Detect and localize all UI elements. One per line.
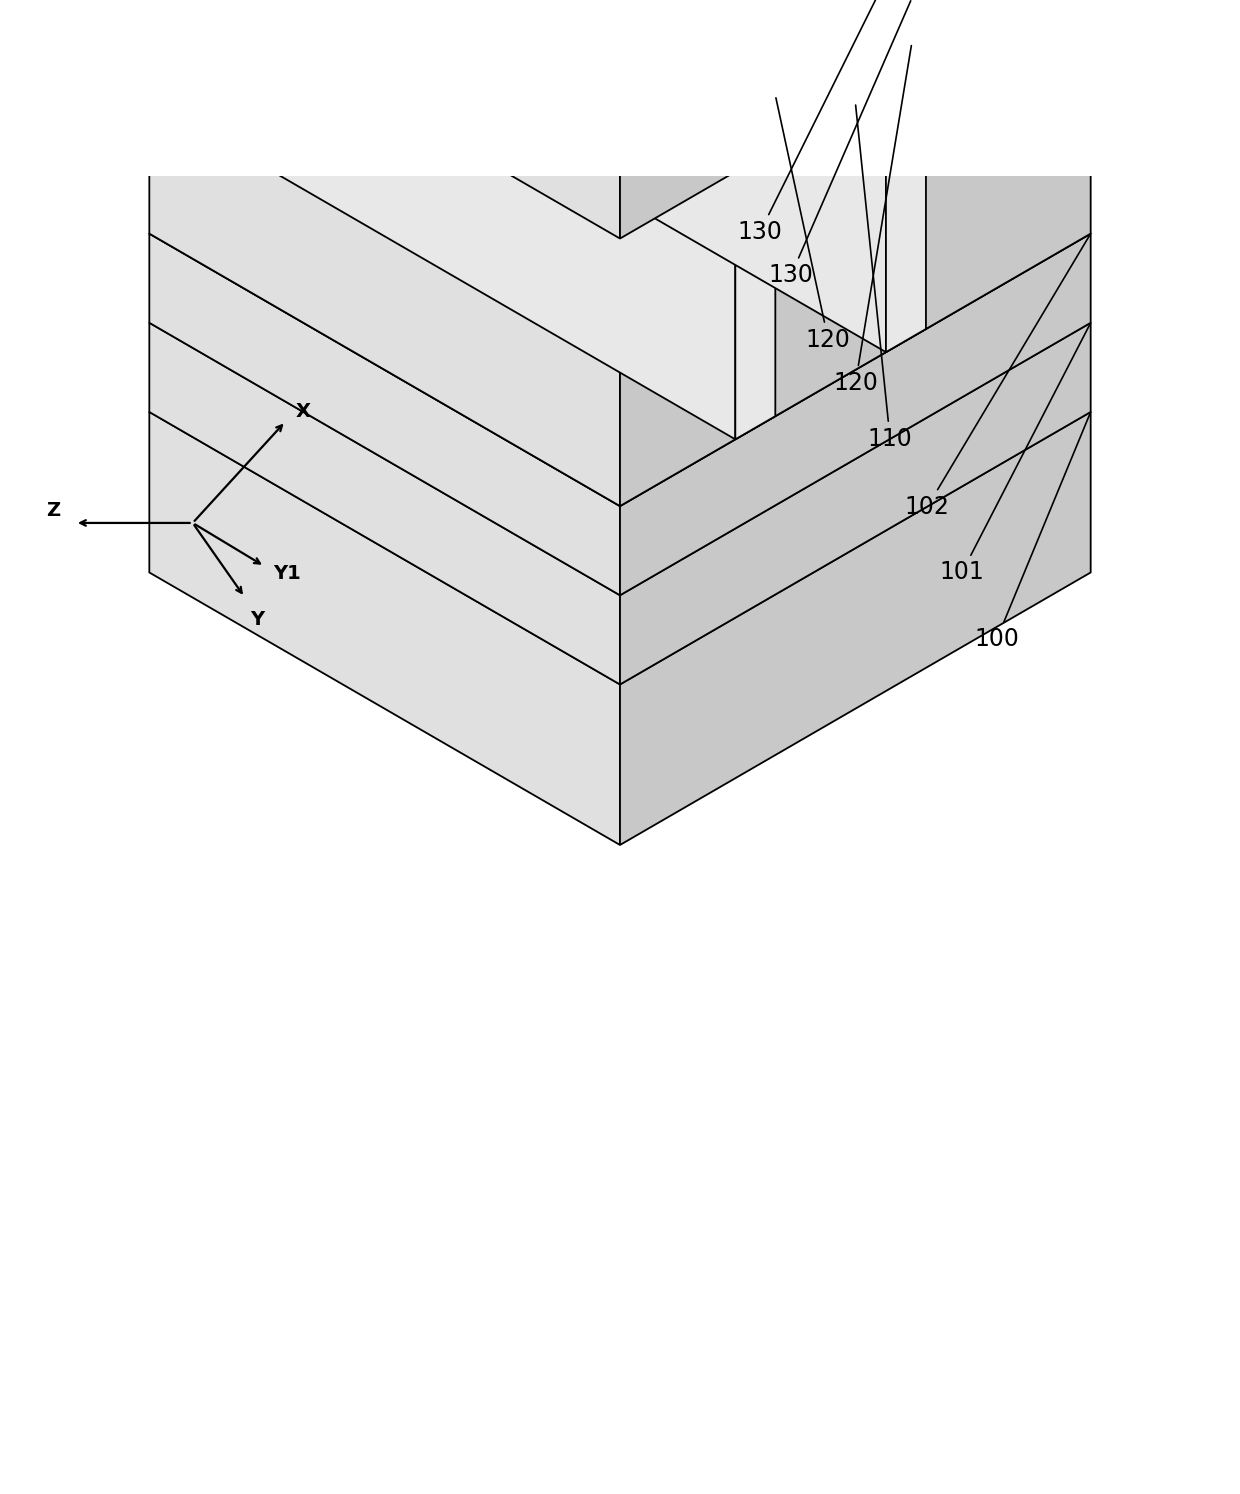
Polygon shape: [463, 0, 950, 157]
Polygon shape: [149, 0, 1091, 506]
Polygon shape: [430, 0, 916, 137]
Text: Z: Z: [46, 500, 60, 520]
Polygon shape: [182, 0, 653, 252]
Polygon shape: [265, 0, 751, 42]
Polygon shape: [397, 0, 884, 118]
Polygon shape: [149, 0, 1091, 506]
Polygon shape: [200, 0, 686, 4]
Polygon shape: [379, 0, 851, 368]
Polygon shape: [735, 114, 775, 439]
Polygon shape: [610, 0, 1081, 500]
Polygon shape: [620, 412, 1091, 846]
Polygon shape: [149, 0, 1091, 167]
Polygon shape: [314, 0, 785, 329]
Text: 120: 120: [776, 97, 851, 351]
Text: 120: 120: [833, 46, 911, 394]
Polygon shape: [562, 0, 1048, 214]
Polygon shape: [248, 0, 719, 291]
Text: 102: 102: [905, 236, 1089, 518]
Text: 130: 130: [738, 0, 910, 244]
Polygon shape: [595, 0, 1081, 233]
Polygon shape: [331, 0, 817, 81]
Polygon shape: [620, 323, 1091, 684]
Polygon shape: [149, 0, 620, 239]
Polygon shape: [149, 0, 620, 506]
Polygon shape: [216, 0, 686, 272]
Polygon shape: [264, 0, 775, 136]
Text: Y: Y: [250, 610, 264, 629]
Polygon shape: [298, 0, 785, 61]
Polygon shape: [620, 233, 1091, 595]
Polygon shape: [149, 412, 620, 846]
Polygon shape: [413, 0, 884, 385]
Polygon shape: [149, 51, 1091, 595]
Polygon shape: [415, 0, 926, 49]
Polygon shape: [446, 0, 916, 405]
Polygon shape: [149, 323, 620, 684]
Polygon shape: [264, 0, 735, 439]
Polygon shape: [365, 0, 851, 100]
Polygon shape: [149, 0, 1091, 96]
Polygon shape: [281, 0, 751, 309]
Polygon shape: [544, 0, 1016, 463]
Text: X: X: [295, 402, 310, 421]
Polygon shape: [578, 0, 1048, 481]
Polygon shape: [415, 0, 885, 353]
Polygon shape: [620, 0, 1091, 506]
Polygon shape: [496, 0, 982, 176]
Polygon shape: [512, 0, 982, 444]
Polygon shape: [232, 0, 719, 24]
Text: Y1: Y1: [273, 565, 300, 583]
Polygon shape: [149, 139, 1091, 684]
Text: 101: 101: [940, 326, 1090, 584]
Polygon shape: [149, 0, 620, 167]
Polygon shape: [885, 25, 926, 353]
Polygon shape: [347, 0, 817, 348]
Text: 100: 100: [975, 414, 1090, 651]
Polygon shape: [620, 0, 1091, 167]
Polygon shape: [620, 0, 1091, 239]
Text: 110: 110: [856, 105, 913, 451]
Text: 130: 130: [769, 1, 910, 287]
Polygon shape: [149, 233, 620, 595]
Polygon shape: [479, 0, 950, 424]
Polygon shape: [528, 0, 1016, 194]
